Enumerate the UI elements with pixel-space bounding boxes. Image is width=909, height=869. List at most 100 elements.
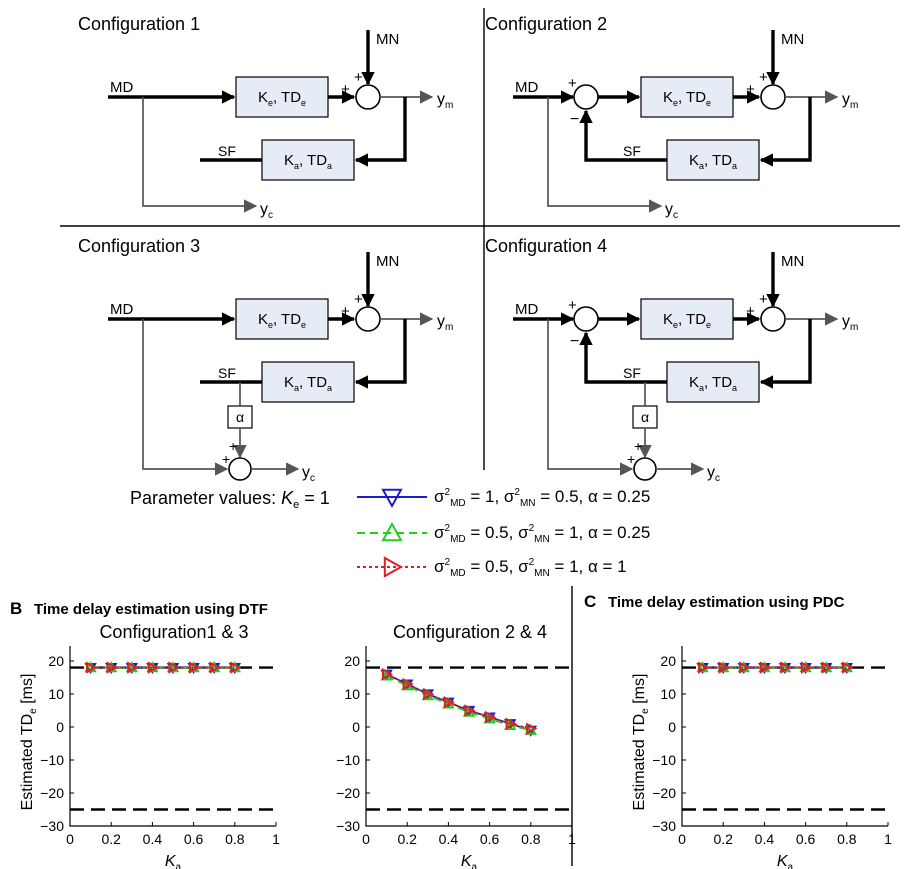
x-tick-label: 0.6 [796, 831, 816, 847]
sf-label: SF [623, 365, 641, 381]
x-tick-label: 0.2 [397, 831, 417, 847]
y-tick-label: 10 [48, 686, 64, 702]
y-axis-label: Estimated TDe [ms] [19, 674, 39, 811]
forward-block [640, 298, 734, 340]
y-tick-label: 0 [352, 719, 360, 735]
yc-summing-junction [228, 457, 252, 481]
legend-sub: MN [520, 498, 536, 509]
md-label: MD [110, 79, 133, 96]
x-tick-label: 0 [66, 831, 74, 847]
output-feedback-path [759, 97, 812, 167]
legend-sub: MN [534, 568, 550, 579]
feedback-block-label-part: , [299, 374, 307, 391]
x-tick-label: 0 [362, 831, 370, 847]
forward-block-label-part: K [663, 89, 673, 106]
forward-block-label-part: e [706, 320, 711, 330]
configuration-title: Configuration 3 [78, 236, 200, 256]
data-point [443, 696, 455, 709]
legend-sup: 2 [445, 557, 451, 568]
data-point [739, 661, 751, 674]
alpha-label: α [236, 409, 244, 425]
forward-block-label-part: e [673, 98, 678, 108]
ym-label-sub: m [850, 100, 858, 111]
forward-block-label-part: , [273, 311, 281, 328]
y-axis-label: Estimated TDe [ms] [631, 674, 651, 811]
yc-label: yc [707, 464, 720, 484]
y-tick-label: −20 [336, 785, 360, 801]
legend-marker [381, 521, 403, 542]
ym-label-sub: m [445, 322, 453, 333]
ym-label: ym [842, 313, 858, 333]
y-tick-label: −20 [652, 785, 676, 801]
data-point [464, 704, 476, 717]
forward-block-label-part: TD [686, 89, 706, 106]
y-tick-label: −20 [40, 785, 64, 801]
data-point [801, 661, 813, 674]
noise-summing-junction [355, 84, 381, 110]
ym-label: ym [437, 91, 453, 111]
x-tick-label: 1 [568, 831, 576, 847]
feedback-summing-junction [573, 306, 599, 332]
ym-label-sub: m [850, 322, 858, 333]
data-point [209, 661, 221, 674]
x-tick-label: 1 [272, 831, 280, 847]
noise-summing-junction [355, 306, 381, 332]
yc-label-sub: c [268, 210, 273, 221]
feedback-block-label: Ka, TDa [284, 152, 332, 171]
legend-k-sub: e [293, 499, 299, 511]
ym-label: ym [842, 91, 858, 111]
legend-marker [383, 556, 404, 578]
x-tick-label: 0 [678, 831, 686, 847]
sf-feedback-path [579, 109, 667, 162]
x-axis-label: Ka [165, 853, 182, 869]
ym-label-main: y [437, 91, 445, 108]
x-axis-label-main: K [777, 853, 789, 869]
x-axis-label-sub: a [176, 862, 182, 869]
output-feedback-path [354, 97, 407, 167]
noise-summing-junction [760, 84, 786, 110]
chart-3: 0 0.2 0.4 0.6 0.8 1 20 10 0 −10 −20 −30 Ka Estimated … [631, 646, 892, 869]
y-tick-label: 20 [660, 653, 676, 669]
forward-block-label-part: e [268, 98, 273, 108]
plus-sign: + [229, 438, 237, 454]
legend-sup: 2 [514, 487, 520, 498]
legend-sup: 2 [529, 523, 535, 534]
x-tick-label: 0.8 [225, 831, 245, 847]
y-tick-label: 20 [48, 653, 64, 669]
x-axis-label-sub: a [788, 862, 794, 869]
plus-sign: + [634, 438, 642, 454]
mn-label: MN [376, 31, 399, 48]
data-point [106, 661, 118, 674]
feedback-block-label-part: a [699, 383, 704, 393]
legend-eq: = 0.5, α = 0.25 [536, 487, 651, 506]
forward-block-label-part: e [301, 320, 306, 330]
plus-sign: + [568, 75, 577, 92]
configuration-title: Configuration 4 [485, 236, 607, 256]
data-point [505, 717, 517, 730]
forward-block-label: Ke, TDe [663, 89, 711, 108]
data-point [780, 661, 792, 674]
configuration-title: Configuration 1 [78, 14, 200, 34]
forward-block-label-part: , [678, 89, 686, 106]
md-label: MD [515, 301, 538, 318]
feedback-block-label: Ka, TDa [689, 374, 737, 393]
feedback-block-label-part: a [294, 383, 299, 393]
sf-label: SF [218, 143, 236, 159]
feedback-block-label-part: a [294, 161, 299, 171]
plus-sign: + [222, 451, 230, 467]
y-tick-label: −30 [336, 818, 360, 834]
y-tick-label: −10 [40, 752, 64, 768]
legend-k: K [281, 488, 294, 508]
alpha-label: α [641, 409, 649, 425]
data-point [147, 661, 159, 674]
legend-eq: = 1, α = 0.25 [550, 523, 651, 542]
section-c-header: C Time delay estimation using PDC [584, 592, 845, 611]
forward-block-label-part: K [663, 311, 673, 328]
yc-label: yc [665, 201, 678, 221]
yc-label: yc [260, 201, 273, 221]
minus-sign: − [570, 111, 579, 128]
forward-block-label: Ke, TDe [663, 311, 711, 330]
